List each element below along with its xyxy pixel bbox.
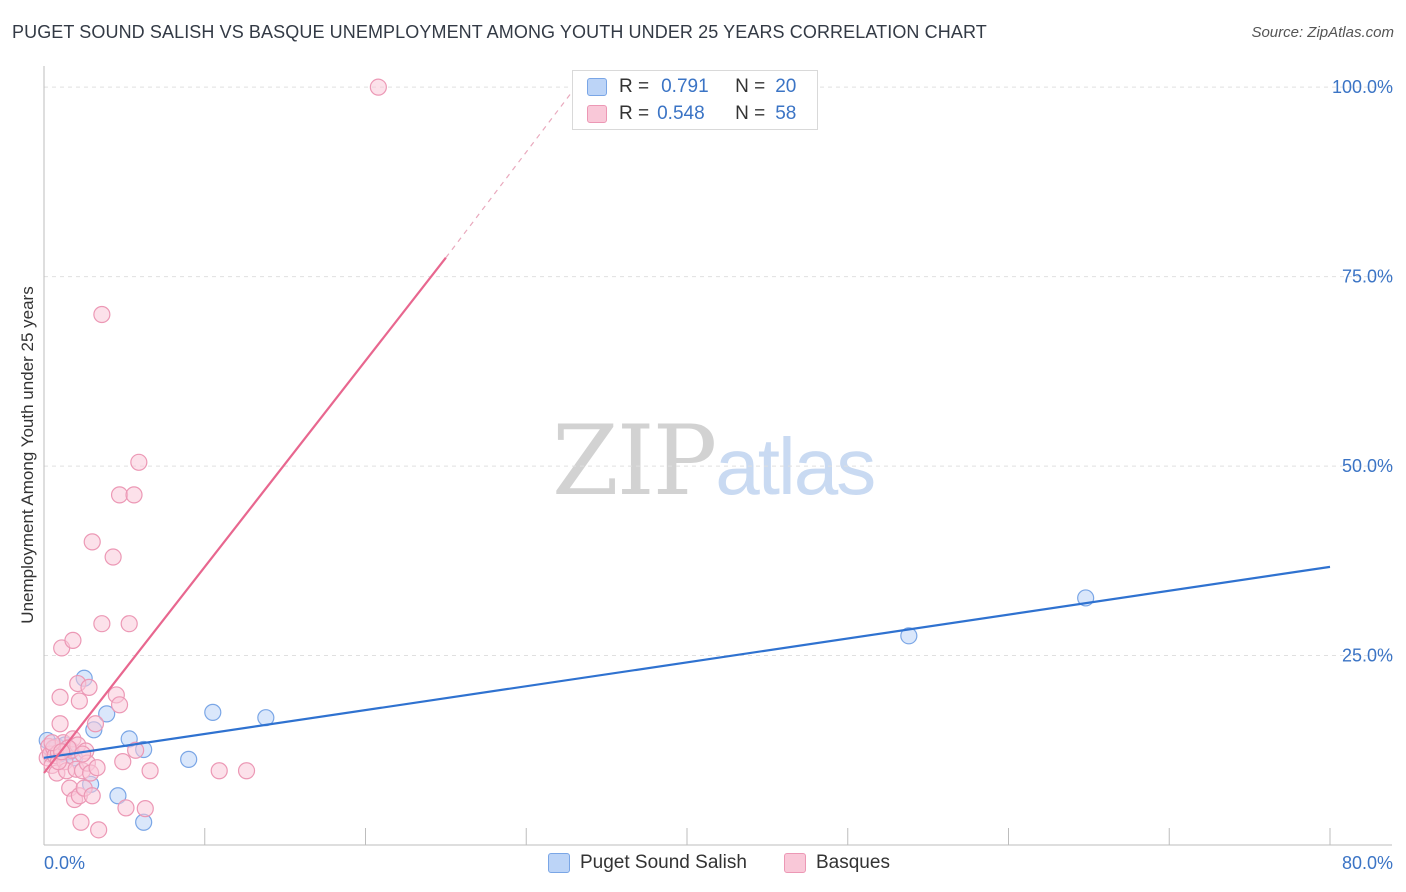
zipatlas-watermark: ZIPatlas bbox=[552, 405, 876, 517]
basques-point bbox=[369, 78, 387, 96]
basques-point bbox=[125, 486, 143, 504]
basques-point bbox=[64, 631, 82, 649]
puget-trend-line bbox=[43, 565, 1331, 759]
basques-point bbox=[90, 821, 108, 839]
basques-point bbox=[136, 800, 154, 818]
legend-n-label: N = bbox=[735, 76, 766, 97]
x-tick-label: 0.0% bbox=[44, 853, 85, 873]
bottom-legend-label-puget: Puget Sound Salish bbox=[580, 852, 747, 873]
basques-point bbox=[93, 615, 111, 633]
legend-n-label: N = bbox=[735, 103, 766, 124]
stats-legend: R = 0.791 N = 20 R = 0.548 N = 58 bbox=[572, 70, 818, 130]
y-tick-label: 50.0% bbox=[1342, 456, 1393, 476]
legend-r-value: 0.548 bbox=[657, 103, 705, 124]
y-tick-label: 75.0% bbox=[1342, 267, 1393, 287]
bottom-legend-basques: Basques bbox=[784, 852, 890, 874]
basques-point bbox=[127, 741, 145, 759]
puget-point bbox=[900, 627, 918, 645]
legend-row-puget: R = 0.791 N = 20 bbox=[587, 75, 796, 99]
bottom-legend-label-basques: Basques bbox=[816, 852, 890, 873]
bottom-legend-swatch-puget bbox=[548, 853, 570, 873]
legend-swatch-basques bbox=[587, 105, 607, 123]
basques-point bbox=[104, 548, 122, 566]
basques-point bbox=[88, 759, 106, 777]
basques-point bbox=[83, 533, 101, 551]
x-tick-label: 80.0% bbox=[1342, 853, 1393, 873]
basques-point bbox=[114, 753, 132, 771]
legend-r-label: R = bbox=[619, 103, 650, 124]
basques-point bbox=[83, 787, 101, 805]
bottom-legend-puget: Puget Sound Salish bbox=[548, 852, 747, 874]
legend-swatch-puget bbox=[587, 78, 607, 96]
basques-trend-extension bbox=[445, 88, 575, 259]
puget-point bbox=[204, 703, 222, 721]
legend-r-label: R = bbox=[619, 76, 650, 97]
basques-point bbox=[110, 696, 129, 714]
basques-point bbox=[93, 305, 111, 324]
basques-point bbox=[70, 692, 88, 710]
legend-n-value: 58 bbox=[775, 103, 797, 124]
legend-r-value: 0.791 bbox=[661, 76, 709, 97]
watermark-zip: ZIP bbox=[552, 405, 717, 517]
basques-point bbox=[117, 799, 135, 817]
y-tick-label: 25.0% bbox=[1342, 646, 1393, 666]
legend-row-basques: R = 0.548 N = 58 bbox=[587, 102, 796, 126]
chart-title: PUGET SOUND SALISH VS BASQUE UNEMPLOYMEN… bbox=[12, 22, 987, 42]
basques-point bbox=[51, 688, 69, 706]
legend-n-value: 20 bbox=[775, 76, 797, 97]
puget-point bbox=[98, 705, 116, 723]
basques-point bbox=[80, 678, 98, 696]
y-tick-label: 100.0% bbox=[1332, 77, 1393, 97]
bottom-legend-swatch-basques bbox=[784, 853, 806, 873]
y-axis-label: Unemployment Among Youth under 25 years bbox=[18, 286, 37, 624]
basques-point bbox=[86, 715, 105, 733]
basques-point bbox=[51, 715, 69, 733]
puget-point bbox=[109, 787, 127, 805]
basques-point bbox=[72, 813, 90, 831]
basques-point bbox=[210, 762, 228, 780]
basques-point bbox=[110, 486, 129, 504]
source-label: Source: ZipAtlas.com bbox=[1251, 24, 1394, 41]
basques-trend-line bbox=[43, 256, 447, 774]
basques-point bbox=[130, 453, 148, 471]
basques-point bbox=[141, 762, 159, 780]
puget-point bbox=[180, 750, 198, 768]
basques-point bbox=[237, 762, 256, 780]
basques-point bbox=[120, 615, 138, 633]
